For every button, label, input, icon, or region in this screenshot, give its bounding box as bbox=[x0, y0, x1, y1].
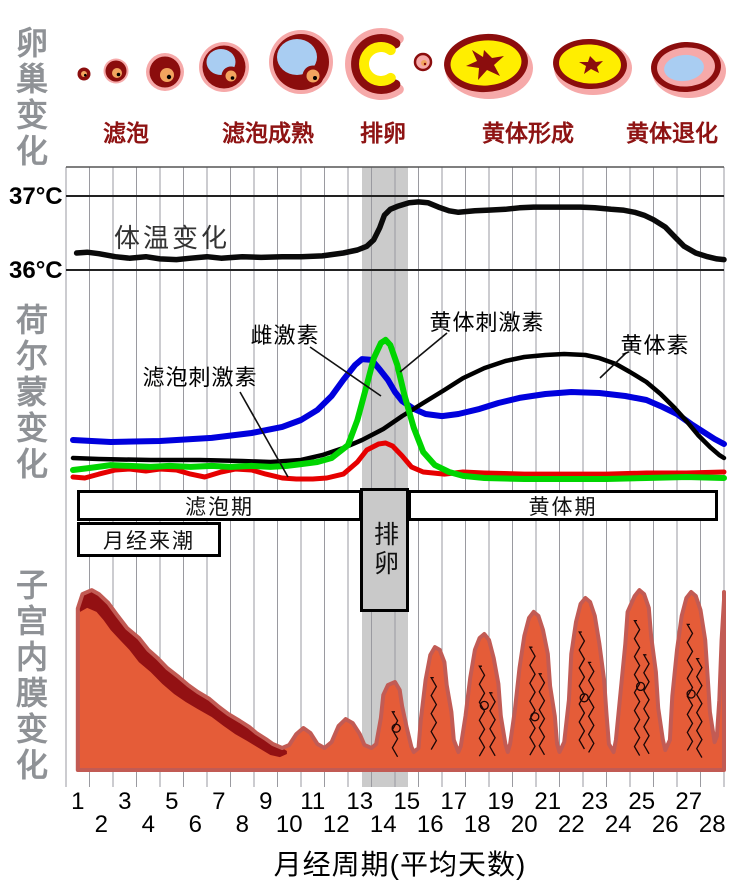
x-axis-title: 月经周期(平均天数) bbox=[273, 849, 527, 880]
lh-curve bbox=[70, 336, 727, 482]
gland-circle bbox=[530, 712, 540, 722]
gland-circle bbox=[391, 723, 401, 733]
day-tick-label: 24 bbox=[604, 811, 632, 838]
follicle-mature-icon bbox=[269, 30, 333, 94]
endometrium-outline bbox=[75, 588, 726, 772]
day-tick-label: 28 bbox=[698, 811, 726, 838]
temperature-curve-label: 体温变化 bbox=[113, 223, 231, 253]
gland-circle bbox=[635, 681, 646, 692]
progesterone-label: 黄体素 bbox=[620, 333, 690, 358]
released-egg-icon bbox=[413, 52, 433, 72]
gland-line bbox=[578, 631, 586, 750]
day-tick-label: 8 bbox=[235, 811, 249, 838]
ovulation-box-label: 排卵 bbox=[370, 521, 399, 579]
day-tick-label: 10 bbox=[275, 811, 303, 838]
day-tick-label: 6 bbox=[188, 811, 202, 838]
day-tick-label: 27 bbox=[675, 788, 703, 815]
gland-line bbox=[642, 654, 650, 755]
stage-label-ovulation: 排卵 bbox=[360, 120, 406, 146]
day-tick-label: 25 bbox=[628, 788, 656, 815]
luteal-phase-label: 黄体期 bbox=[528, 495, 598, 519]
day-tick-label: 5 bbox=[165, 788, 179, 815]
follicle-secondary-icon bbox=[199, 42, 249, 92]
gland-line bbox=[478, 665, 486, 757]
follicle-primordial-icon bbox=[77, 58, 129, 84]
gland-line bbox=[695, 657, 703, 758]
day-tick-label: 13 bbox=[346, 788, 374, 815]
follicular-phase-label: 滤泡期 bbox=[185, 495, 254, 519]
stage-label-follicle: 滤泡 bbox=[103, 120, 149, 146]
day-tick-label: 4 bbox=[141, 811, 155, 838]
corpus-luteum-degenerating-icon bbox=[651, 41, 726, 98]
ovary-section-label: 卵巢变化 bbox=[12, 26, 48, 170]
estrogen-label: 雌激素 bbox=[250, 323, 320, 348]
day-tick-label: 18 bbox=[463, 811, 491, 838]
lh-label: 黄体刺激素 bbox=[429, 310, 545, 335]
fsh-callout bbox=[239, 391, 289, 478]
gland-line bbox=[587, 661, 595, 753]
ovulation-icon bbox=[345, 28, 404, 100]
hormone-section-label: 荷尔蒙变化 bbox=[12, 303, 48, 483]
day-tick-label: 7 bbox=[212, 788, 226, 815]
day-tick-label: 2 bbox=[94, 811, 108, 838]
day-tick-label: 9 bbox=[259, 788, 273, 815]
gland-circle bbox=[479, 700, 489, 711]
ovary-stage-icons bbox=[77, 28, 726, 100]
day-tick-label: 11 bbox=[300, 788, 326, 815]
ovulation-box: 排卵 bbox=[360, 488, 409, 612]
menstruation-label: 月经来潮 bbox=[103, 529, 195, 553]
day-tick-label: 16 bbox=[416, 811, 444, 838]
luteal-phase-box: 黄体期 bbox=[408, 490, 718, 521]
day-tick-label: 12 bbox=[322, 811, 350, 838]
fsh-label: 滤泡刺激素 bbox=[142, 365, 258, 390]
day-tick-label: 23 bbox=[581, 788, 609, 815]
day-tick-label: 1 bbox=[71, 788, 85, 815]
progesterone-callout bbox=[599, 352, 627, 379]
corpus-luteum-icon bbox=[553, 38, 632, 95]
day-tick-label: 20 bbox=[510, 811, 538, 838]
endometrium-section-label: 子宫内膜变化 bbox=[12, 568, 48, 784]
temp-tick-36c: 36°C bbox=[9, 257, 63, 284]
gland-circle bbox=[686, 689, 696, 699]
gland-line bbox=[430, 676, 438, 750]
day-tick-label: 19 bbox=[487, 788, 515, 815]
day-tick-label: 17 bbox=[440, 788, 468, 815]
day-tick-label: 21 bbox=[534, 788, 562, 815]
stage-label-corpus-luteum-forming: 黄体形成 bbox=[482, 120, 574, 146]
day-tick-label: 26 bbox=[651, 811, 679, 838]
temp-tick-37c: 37°C bbox=[9, 183, 63, 210]
gland-line bbox=[528, 646, 536, 756]
gland-line bbox=[633, 619, 641, 756]
day-tick-label: 15 bbox=[393, 788, 421, 815]
day-tick-label: 14 bbox=[369, 811, 397, 838]
stage-label-follicle-mature: 滤泡成熟 bbox=[222, 120, 314, 146]
stage-label-corpus-luteum-degenerating: 黄体退化 bbox=[626, 120, 718, 146]
follicle-growing-icon bbox=[146, 53, 184, 91]
gland-line bbox=[488, 692, 496, 757]
day-tick-label: 22 bbox=[557, 811, 585, 838]
corpus-luteum-forming-icon bbox=[444, 33, 533, 99]
progesterone-curve bbox=[70, 351, 727, 465]
gland-line bbox=[686, 623, 694, 751]
menstruation-box: 月经来潮 bbox=[77, 522, 221, 557]
temperature-curve bbox=[73, 199, 727, 263]
follicular-phase-box: 滤泡期 bbox=[77, 490, 362, 521]
estrogen-callout bbox=[309, 346, 382, 397]
day-tick-label: 3 bbox=[118, 788, 132, 815]
gland-line bbox=[538, 673, 546, 756]
gland-circle bbox=[579, 693, 589, 703]
lh-callout bbox=[399, 332, 448, 373]
